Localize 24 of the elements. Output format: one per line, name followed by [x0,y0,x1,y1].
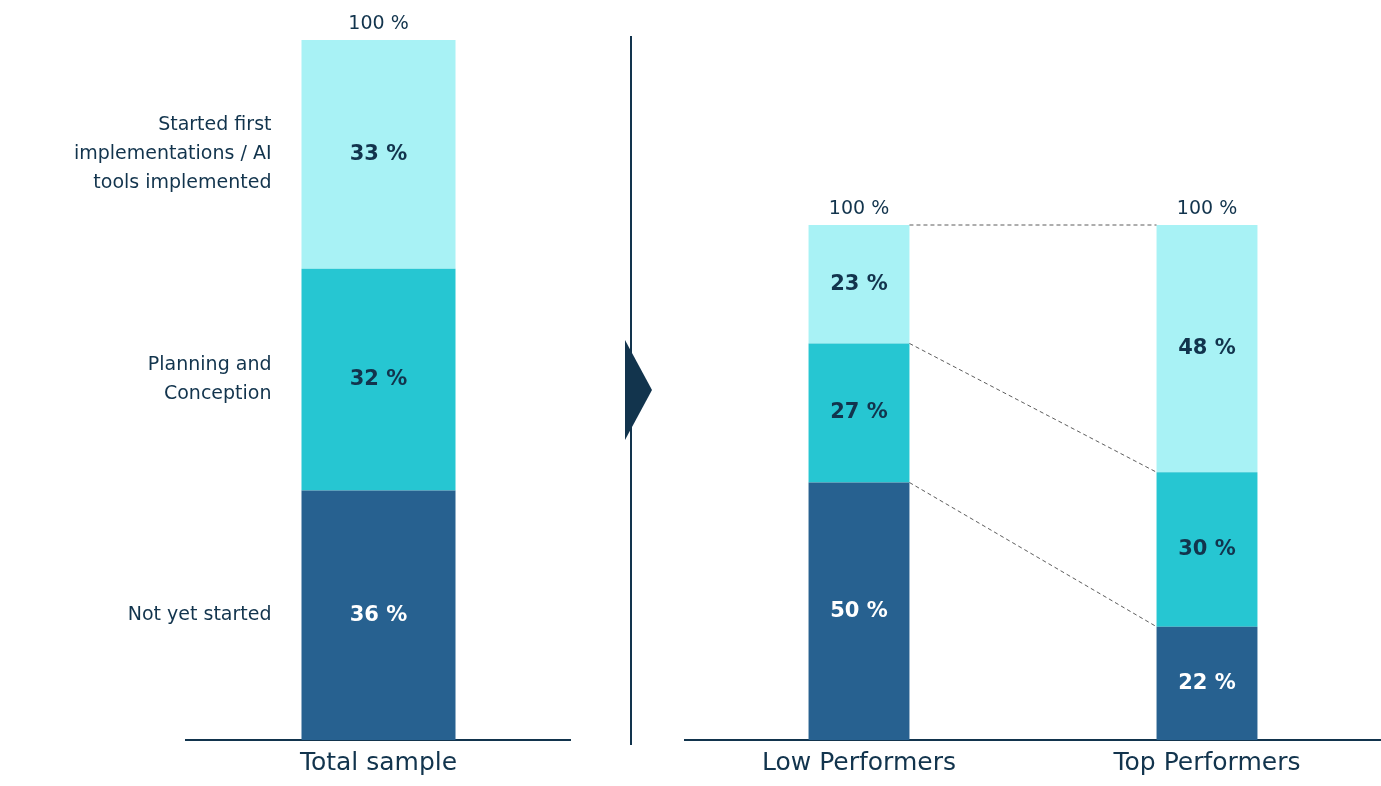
bar [1156,626,1258,740]
bar [808,343,910,483]
bar [808,225,910,344]
total-label: 100 % [1176,196,1238,219]
x-tick-label: Total sample [298,746,458,776]
series-label: Planning and Conception [147,352,272,404]
total-label: 100 % [828,196,890,219]
bar [1156,225,1258,473]
data-label: 30 % [1178,535,1236,560]
x-tick-label: Low Performers [762,746,956,776]
data-label: 33 % [349,140,408,165]
series-label: Not yet started [127,602,272,625]
x-tick-label: Top Performers [1112,746,1301,776]
data-label: 50 % [830,597,888,622]
total-label: 100 % [348,11,409,34]
bar [808,482,910,740]
bar [1156,472,1258,627]
data-label: 32 % [349,366,408,391]
data-label: 23 % [830,270,888,295]
series-label: Started first implementations / AI tools implemented [73,112,272,193]
data-label: 36 % [349,601,408,626]
data-label: 48 % [1178,335,1236,360]
data-label: 27 % [830,399,888,424]
data-label: 22 % [1178,669,1236,694]
